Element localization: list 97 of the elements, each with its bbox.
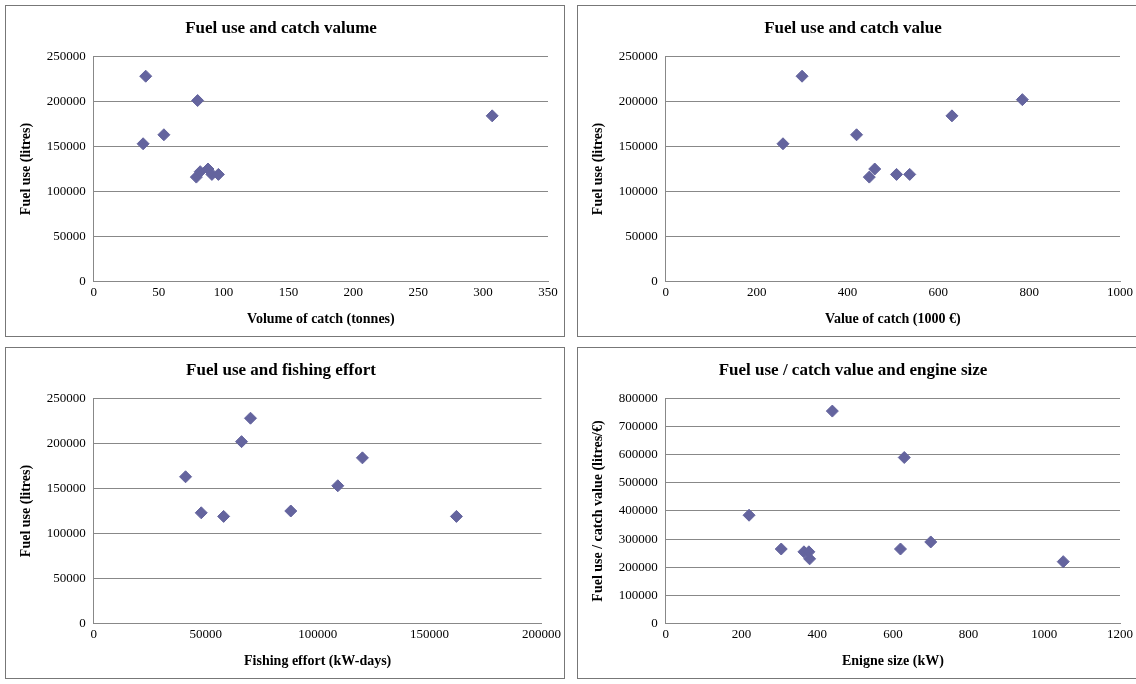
point [136, 137, 150, 151]
x-tick-label: 350 [538, 283, 558, 299]
y-axis-title: Fuel use (litres) [18, 122, 35, 216]
x-tick-label: 250 [408, 283, 428, 299]
x-tick-label: 50 [152, 283, 166, 299]
chart-title: Fuel use and catch value [764, 17, 943, 37]
y-tick-label: 50000 [53, 569, 86, 585]
x-axis-title: Enigne size (kW) [841, 653, 945, 670]
point [485, 109, 499, 123]
point [355, 451, 369, 465]
point [449, 509, 463, 523]
point [193, 165, 207, 179]
point [284, 504, 298, 518]
x-tick-label: 800 [958, 625, 979, 641]
x-tick-label: 150 [278, 283, 299, 299]
point [1015, 93, 1029, 107]
point [776, 137, 790, 151]
y-axis-title: Fuel use / catch value (litres/€) [590, 420, 607, 602]
y-tick-label: 150000 [618, 137, 658, 153]
y-tick-label: 50000 [53, 227, 86, 243]
y-tick-label: 150000 [46, 137, 86, 153]
point [139, 69, 153, 83]
x-tick-label: 0 [90, 283, 98, 299]
y-tick-label: 100000 [46, 182, 86, 198]
y-tick-label: 0 [651, 615, 658, 631]
x-tick-label: 150000 [410, 625, 450, 641]
x-tick-label: 50000 [189, 625, 222, 641]
point [774, 542, 788, 556]
y-tick-label: 100000 [46, 524, 86, 540]
y-tick-label: 200000 [46, 92, 86, 108]
y-tick-label: 400000 [618, 502, 658, 518]
x-tick-label: 200 [731, 625, 752, 641]
chart-title: Fuel use and fishing effort [186, 359, 377, 379]
x-axis-title: Fishing effort (kW-days) [244, 653, 392, 670]
point [194, 506, 208, 520]
y-tick-label: 100000 [618, 182, 658, 198]
x-tick-label: 0 [662, 625, 670, 641]
point [1056, 555, 1070, 569]
y-tick-label: 0 [651, 273, 658, 289]
x-tick-label: 100 [213, 283, 234, 299]
y-axis-title: Fuel use (litres) [18, 464, 35, 558]
point [331, 479, 345, 493]
point [191, 94, 205, 108]
x-tick-label: 400 [837, 283, 858, 299]
x-tick-label: 0 [90, 625, 98, 641]
point [217, 509, 231, 523]
x-tick-label: 200000 [522, 625, 561, 641]
point [825, 404, 839, 418]
y-axis-title: Fuel use (litres) [590, 122, 607, 216]
x-tick-label: 1200 [1107, 625, 1133, 641]
y-tick-label: 150000 [46, 479, 86, 495]
y-tick-label: 700000 [618, 417, 658, 433]
point [244, 411, 257, 425]
x-tick-label: 800 [1019, 283, 1039, 299]
y-tick-label: 800000 [618, 389, 658, 405]
y-tick-label: 0 [79, 273, 86, 289]
y-tick-label: 250000 [618, 47, 658, 63]
x-tick-label: 100000 [298, 625, 338, 641]
y-tick-label: 50000 [625, 227, 658, 243]
point [862, 170, 876, 184]
chart-title: Fuel use and catch valume [185, 17, 378, 37]
point [893, 542, 907, 556]
point [179, 470, 193, 484]
y-tick-label: 200000 [618, 92, 658, 108]
point [742, 508, 756, 522]
point [803, 552, 817, 566]
point [945, 109, 959, 123]
x-tick-label: 300 [473, 283, 493, 299]
x-axis-title: Value of catch (1000 €) [825, 311, 962, 328]
point [850, 128, 864, 142]
x-axis-title: Volume of catch (tonnes) [247, 311, 396, 328]
point [897, 451, 911, 465]
y-tick-label: 250000 [46, 47, 86, 63]
point [924, 535, 938, 549]
y-tick-label: 500000 [618, 474, 658, 490]
chart-title: Fuel use / catch value and engine size [718, 359, 988, 379]
y-tick-label: 600000 [618, 446, 658, 462]
point [795, 69, 809, 83]
x-tick-label: 1000 [1031, 625, 1058, 641]
point [235, 435, 249, 449]
point [903, 167, 917, 181]
x-tick-label: 600 [928, 283, 949, 299]
point [890, 167, 904, 181]
point [868, 162, 882, 176]
y-tick-label: 300000 [618, 530, 658, 546]
x-tick-label: 600 [883, 625, 903, 641]
y-tick-label: 200000 [618, 558, 658, 574]
y-tick-label: 100000 [618, 586, 658, 602]
x-tick-label: 200 [746, 283, 767, 299]
x-tick-label: 200 [343, 283, 364, 299]
point [157, 128, 171, 142]
y-tick-label: 0 [79, 615, 86, 631]
x-tick-label: 0 [662, 283, 670, 299]
x-tick-label: 1000 [1107, 283, 1133, 299]
y-tick-label: 250000 [46, 389, 86, 405]
y-tick-label: 200000 [46, 434, 86, 450]
x-tick-label: 400 [807, 625, 827, 641]
